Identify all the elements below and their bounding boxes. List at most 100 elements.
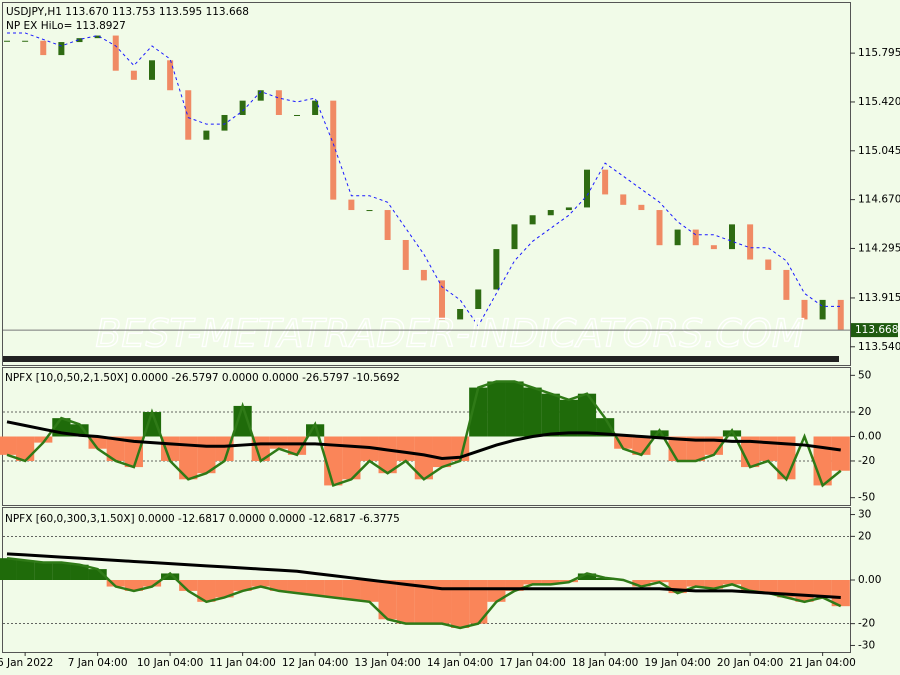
candle (384, 210, 391, 240)
candle (130, 70, 137, 80)
candle (167, 60, 174, 91)
x-tick-label: 13 Jan 04:00 (354, 657, 420, 669)
histogram-bar (487, 381, 506, 437)
candle (692, 229, 699, 246)
histogram-bar (52, 562, 71, 580)
histogram-bar (505, 381, 524, 437)
histogram-bar (487, 580, 506, 602)
y-tick-label: 115.795 (858, 47, 900, 59)
candle (656, 210, 663, 246)
candle (819, 299, 826, 320)
candle (239, 100, 246, 115)
y-tick-label: 114.670 (858, 194, 900, 206)
histogram-bar (215, 580, 234, 598)
candle (221, 114, 228, 131)
histogram-bar (142, 412, 162, 437)
candle (94, 35, 101, 39)
histogram-bar (523, 580, 542, 585)
candle (58, 42, 65, 56)
histogram-bar (831, 436, 850, 471)
histogram-bar (541, 393, 560, 437)
price-tag (851, 323, 898, 338)
candle (112, 35, 119, 71)
candle (493, 249, 500, 290)
indicator-label: NP EX HiLo= 113.8927 (6, 20, 126, 32)
histogram-bar (0, 436, 17, 455)
histogram-bar (106, 436, 125, 461)
histogram-bar (451, 580, 470, 628)
histogram-bar (287, 436, 307, 455)
histogram-bar (795, 580, 814, 602)
candle (348, 199, 355, 211)
hilo-line (7, 32, 841, 327)
x-tick-label: 17 Jan 04:00 (499, 657, 565, 669)
candle (475, 289, 482, 310)
indicator-title: NPFX [60,0,300,3,1.50X] 0.0000 -12.6817 … (5, 513, 400, 525)
histogram-bar (741, 580, 760, 591)
x-tick-label: 20 Jan 04:00 (717, 657, 783, 669)
candle (837, 299, 844, 330)
candle (511, 224, 518, 250)
candle (312, 100, 319, 115)
histogram-bar (759, 436, 778, 461)
histogram-bar (378, 580, 397, 620)
x-tick-label: 7 Jan 04:00 (68, 657, 128, 669)
x-tick-label: 12 Jan 04:00 (282, 657, 348, 669)
candle (710, 245, 717, 250)
candle (257, 90, 264, 101)
candle (22, 40, 29, 42)
histogram-bar (722, 430, 742, 437)
histogram-bar (432, 436, 452, 468)
candle (402, 239, 409, 270)
histogram-bar (360, 580, 379, 602)
histogram-bar (233, 580, 252, 591)
candle (149, 60, 155, 80)
histogram-bar (523, 387, 542, 437)
histogram-bar (831, 580, 850, 607)
histogram-bar (0, 558, 17, 580)
y-tick-label: 0.00 (858, 431, 881, 443)
histogram-bar (161, 436, 180, 461)
candle (638, 204, 645, 211)
histogram-bar (16, 560, 35, 580)
x-tick-label: 10 Jan 04:00 (137, 657, 203, 669)
histogram-bar (251, 580, 270, 587)
y-tick-label: 114.295 (858, 242, 900, 254)
histogram-bar (632, 580, 651, 587)
histogram-bar (233, 405, 252, 437)
watermark: BEST-METATRADER-INDICATORS.COM (95, 312, 804, 356)
x-tick-label: 21 Jan 04:00 (789, 657, 855, 669)
histogram-bar (142, 580, 162, 587)
candle (294, 114, 300, 116)
x-tick-label: 19 Jan 04:00 (644, 657, 710, 669)
candle (366, 210, 373, 212)
y-tick-label: -50 (858, 492, 875, 504)
histogram-bar (179, 436, 198, 480)
histogram-bar (414, 436, 433, 480)
candle (529, 215, 536, 225)
histogram-bar (704, 580, 723, 589)
y-tick-label: 115.045 (858, 145, 900, 157)
y-tick-label: -20 (858, 455, 875, 467)
histogram-bar (414, 580, 433, 624)
histogram-bar (650, 430, 669, 437)
price-panel (2, 2, 851, 366)
candle (801, 299, 808, 320)
histogram-bar (577, 393, 597, 437)
histogram-bar (505, 580, 524, 591)
histogram-bar (306, 580, 325, 596)
y-tick-label: 20 (858, 406, 871, 418)
histogram-bar (70, 564, 89, 580)
histogram-bar (722, 580, 742, 585)
x-tick-label: 6 Jan 2022 (0, 657, 53, 669)
candle (747, 224, 754, 260)
histogram-bar (759, 580, 778, 594)
x-tick-label: 14 Jan 04:00 (427, 657, 493, 669)
histogram-bar (287, 580, 307, 594)
price-tag-label: 113.668 (855, 324, 898, 336)
histogram-bar (596, 418, 615, 437)
candle (783, 269, 790, 300)
candle (4, 40, 10, 42)
histogram-bar (686, 436, 705, 461)
